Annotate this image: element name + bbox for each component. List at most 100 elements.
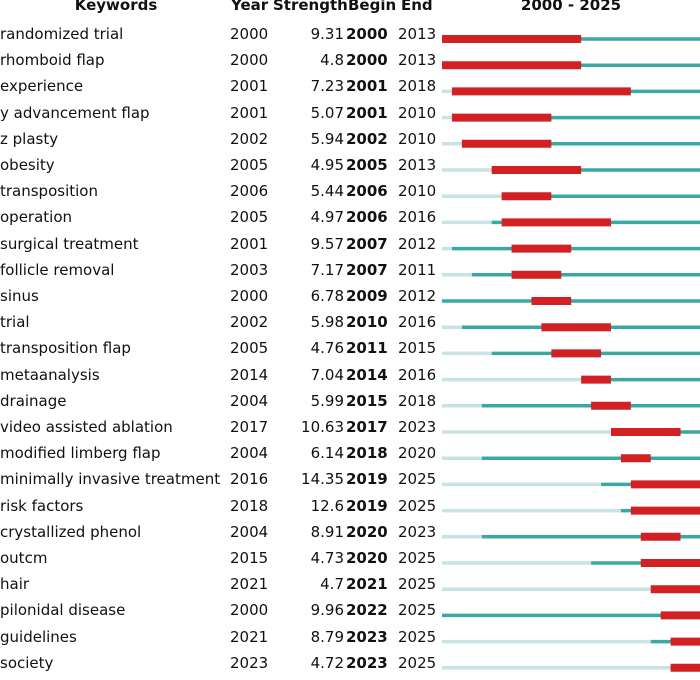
first-year-value: 2001 xyxy=(230,234,269,253)
table-row: video assisted ablation 2017 10.63 2017 2023 xyxy=(0,414,700,440)
table-row: y advancement flap 2001 5.07 2001 2010 xyxy=(0,100,700,126)
first-year-value: 2003 xyxy=(230,260,269,279)
begin-year-value: 2000 xyxy=(346,25,388,43)
keywords-header: Keywords xyxy=(74,0,158,14)
keyword-label: outcm xyxy=(0,549,48,567)
first-year-value: 2021 xyxy=(230,627,269,646)
keyword-label: society xyxy=(0,653,54,672)
first-year-value: 2023 xyxy=(230,653,269,672)
year-header: Year xyxy=(231,0,269,14)
table-row: experience 2001 7.23 2001 2018 xyxy=(0,73,700,99)
end-year-value: 2025 xyxy=(398,627,437,646)
strength-value: 5.94 xyxy=(310,129,344,148)
table-row: transposition 2006 5.44 2006 2010 xyxy=(0,178,700,204)
end-year-value: 2025 xyxy=(398,496,437,515)
begin-year-value: 2022 xyxy=(346,601,388,620)
first-year-value: 2017 xyxy=(230,418,269,436)
keyword-label: drainage xyxy=(0,391,67,410)
end-year-value: 2025 xyxy=(398,549,437,567)
strength-value: 6.78 xyxy=(310,287,344,305)
table-row: pilonidal disease 2000 9.96 2022 2025 xyxy=(0,597,700,623)
table-row: drainage 2004 5.99 2015 2018 xyxy=(0,388,700,414)
strength-value: 12.6 xyxy=(310,496,344,515)
keyword-label: obesity xyxy=(0,156,55,174)
end-year-value: 2025 xyxy=(398,575,437,594)
begin-year-value: 2017 xyxy=(346,418,388,436)
end-year-value: 2010 xyxy=(398,182,437,201)
first-year-value: 2004 xyxy=(230,522,269,541)
strength-value: 5.44 xyxy=(310,182,344,201)
table-row: trial 2002 5.98 2010 2016 xyxy=(0,309,700,335)
keyword-label: z plasty xyxy=(0,129,59,148)
table-row: obesity 2005 4.95 2005 2013 xyxy=(0,152,700,178)
end-year-value: 2020 xyxy=(398,444,437,463)
begin-year-value: 2006 xyxy=(346,182,388,201)
table-row: rhomboid flap 2000 4.8 2000 2013 xyxy=(0,47,700,73)
first-year-value: 2005 xyxy=(230,208,269,227)
first-year-value: 2000 xyxy=(230,51,269,70)
strength-value: 14.35 xyxy=(301,470,344,489)
begin-year-value: 2020 xyxy=(346,522,388,541)
end-year-value: 2010 xyxy=(398,103,437,122)
strength-value: 5.07 xyxy=(310,103,344,122)
end-year-value: 2013 xyxy=(398,25,437,43)
keyword-label: pilonidal disease xyxy=(0,601,126,620)
begin-year-value: 2006 xyxy=(346,208,388,227)
begin-year-value: 2011 xyxy=(346,339,388,358)
first-year-value: 2004 xyxy=(230,444,269,463)
first-year-value: 2002 xyxy=(230,129,269,148)
strength-value: 4.76 xyxy=(310,339,344,358)
keyword-label: randomized trial xyxy=(0,25,124,43)
first-year-value: 2002 xyxy=(230,313,269,332)
first-year-value: 2016 xyxy=(230,470,269,489)
table-row: transposition flap 2005 4.76 2011 2015 xyxy=(0,335,700,361)
keyword-label: transposition flap xyxy=(0,339,131,358)
end-year-value: 2016 xyxy=(398,313,437,332)
begin-year-value: 2002 xyxy=(346,129,388,148)
first-year-value: 2005 xyxy=(230,339,269,358)
begin-year-value: 2015 xyxy=(346,391,388,410)
begin-year-value: 2019 xyxy=(346,496,388,515)
table-row: modified limberg flap 2004 6.14 2018 2020 xyxy=(0,440,700,466)
keyword-label: sinus xyxy=(0,287,39,305)
first-year-value: 2000 xyxy=(230,601,269,620)
first-year-value: 2015 xyxy=(230,549,269,567)
keyword-label: trial xyxy=(0,313,30,332)
keyword-label: experience xyxy=(0,77,84,96)
table-row: sinus 2000 6.78 2009 2012 xyxy=(0,283,700,309)
keyword-label: surgical treatment xyxy=(0,234,139,253)
begin-year-value: 2001 xyxy=(346,103,388,122)
first-year-value: 2006 xyxy=(230,182,269,201)
table-row: crystallized phenol 2004 8.91 2020 2023 xyxy=(0,519,700,545)
strength-value: 5.99 xyxy=(310,391,344,410)
table-row: follicle removal 2003 7.17 2007 2011 xyxy=(0,257,700,283)
first-year-value: 2001 xyxy=(230,77,269,96)
keyword-label: video assisted ablation xyxy=(0,418,173,436)
end-year-value: 2011 xyxy=(398,260,437,279)
begin-year-value: 2018 xyxy=(346,444,388,463)
end-year-value: 2015 xyxy=(398,339,437,358)
keyword-label: operation xyxy=(0,208,73,227)
keyword-label: risk factors xyxy=(0,496,84,515)
strength-value: 7.17 xyxy=(310,260,344,279)
keyword-label: modified limberg flap xyxy=(0,444,161,463)
strength-value: 9.57 xyxy=(310,234,344,253)
strength-value: 4.73 xyxy=(310,549,344,567)
keyword-label: minimally invasive treatment xyxy=(0,470,221,489)
strength-header: Strength xyxy=(273,0,348,14)
table-row: hair 2021 4.7 2021 2025 xyxy=(0,571,700,597)
strength-value: 9.96 xyxy=(310,601,344,620)
first-year-value: 2005 xyxy=(230,156,269,174)
begin-year-value: 2007 xyxy=(346,260,388,279)
strength-value: 4.7 xyxy=(320,575,344,594)
first-year-value: 2018 xyxy=(230,496,269,515)
table-row: metaanalysis 2014 7.04 2014 2016 xyxy=(0,362,700,388)
end-year-value: 2010 xyxy=(398,129,437,148)
strength-value: 4.97 xyxy=(310,208,344,227)
table-row: risk factors 2018 12.6 2019 2025 xyxy=(0,493,700,519)
end-year-value: 2018 xyxy=(398,77,437,96)
begin-year-value: 2001 xyxy=(346,77,388,96)
begin-year-value: 2020 xyxy=(346,549,388,567)
begin-year-value: 2009 xyxy=(346,287,388,305)
